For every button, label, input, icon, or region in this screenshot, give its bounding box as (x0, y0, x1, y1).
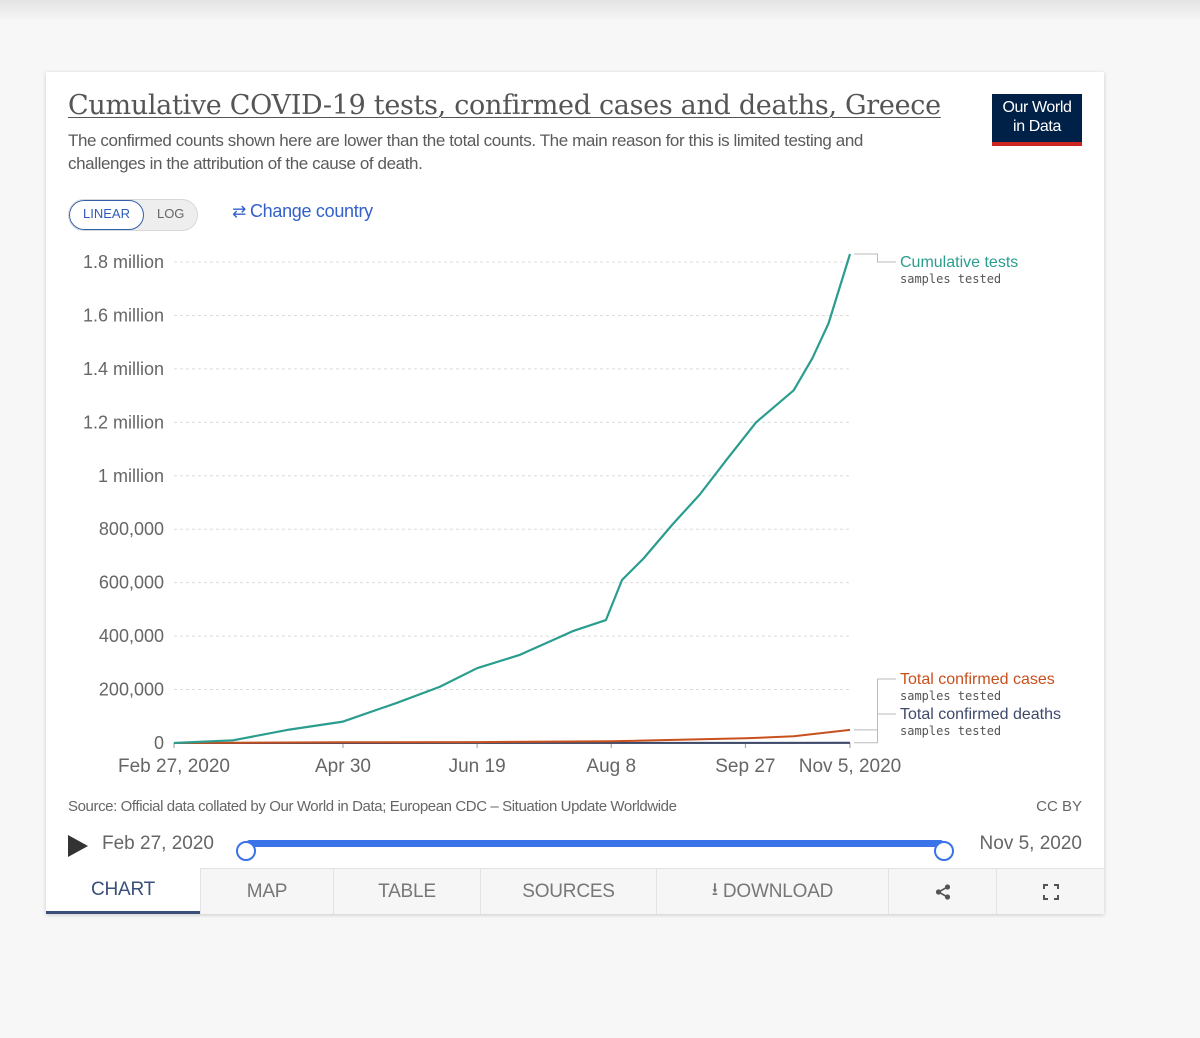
y-tick-label: 1.8 million (83, 252, 164, 272)
timeline-track[interactable] (236, 840, 954, 861)
change-country-link[interactable]: ⇄ Change country (232, 201, 373, 222)
x-tick-label: Nov 5, 2020 (799, 756, 901, 777)
chart-title: Cumulative COVID-19 tests, confirmed cas… (68, 90, 941, 121)
chart-subtitle: The confirmed counts shown here are lowe… (68, 131, 863, 173)
timeline-end-handle[interactable] (934, 841, 954, 861)
share-icon (935, 883, 950, 900)
logo-line-1: Our World (1002, 99, 1072, 116)
tab-chart-label: CHART (90, 878, 156, 900)
x-tick-label: Feb 27, 2020 (118, 756, 230, 777)
log-scale-button[interactable]: LOG (156, 206, 185, 221)
tab-chart[interactable]: CHART (46, 868, 200, 914)
tab-download-label: DOWNLOAD (722, 880, 834, 902)
x-tick-label: Aug 8 (586, 756, 636, 777)
legend-label: Cumulative tests (900, 254, 1018, 271)
linear-scale-button[interactable]: LINEAR (69, 200, 144, 230)
play-icon[interactable] (68, 835, 88, 857)
line-chart: 0 200,000 400,000 600,000 800,000 1 million 1.… (83, 252, 1061, 777)
tab-sources[interactable]: SOURCES (480, 868, 656, 914)
y-tick-label: 1.6 million (83, 305, 164, 325)
y-tick-label: 600,000 (99, 573, 164, 593)
y-tick-label: 0 (154, 733, 164, 753)
tab-share[interactable] (888, 868, 996, 914)
logo-line-2: in Data (1013, 118, 1061, 135)
series-line-1[interactable] (173, 728, 851, 744)
legend-sublabel: samples tested (900, 689, 1001, 703)
tab-map-label: MAP (246, 880, 288, 902)
tab-table[interactable]: TABLE (333, 868, 480, 914)
x-tick-label: Apr 30 (315, 756, 371, 777)
x-tick-label: Sep 27 (715, 756, 775, 777)
y-tick-label: 800,000 (99, 519, 164, 539)
legend-label: Total confirmed deaths (900, 706, 1061, 723)
tab-download[interactable]: ⭳ DOWNLOAD (656, 868, 888, 914)
change-country-label: Change country (249, 201, 373, 221)
tab-table-label: TABLE (378, 880, 436, 902)
swap-arrows-icon: ⇄ (232, 202, 246, 221)
chart-card: Cumulative COVID-19 tests, confirmed cas… (46, 72, 1104, 914)
timeline: Feb 27, 2020 Nov 5, 2020 (68, 830, 1082, 861)
legend-connector (854, 253, 896, 263)
legend-sublabel: samples tested (900, 272, 1001, 286)
tab-map[interactable]: MAP (200, 868, 333, 914)
y-tick-label: 200,000 (99, 680, 164, 700)
license-link[interactable]: CC BY (1036, 798, 1082, 815)
owid-logo[interactable]: Our World in Data (992, 94, 1082, 146)
tab-fullscreen[interactable] (996, 868, 1104, 914)
y-tick-label: 1 million (98, 466, 164, 486)
fullscreen-icon (1042, 883, 1059, 900)
y-tick-label: 1.2 million (83, 412, 164, 432)
x-tick-label: Jun 19 (449, 756, 506, 777)
source-note: Source: Official data collated by Our Wo… (68, 798, 677, 815)
legend-connector (854, 678, 896, 731)
y-tick-label: 400,000 (99, 626, 164, 646)
legend-label: Total confirmed cases (900, 671, 1055, 688)
scale-toggle: LINEAR LOG (68, 199, 199, 231)
legend-sublabel: samples tested (900, 724, 1001, 738)
timeline-start-handle[interactable] (236, 841, 256, 861)
top-shadow (0, 0, 1200, 22)
download-icon: ⭳ (711, 878, 718, 899)
series-line-0[interactable] (173, 253, 852, 745)
timeline-end-label: Nov 5, 2020 (979, 833, 1082, 854)
timeline-start-label: Feb 27, 2020 (102, 833, 214, 854)
tab-sources-label: SOURCES (522, 880, 615, 902)
tab-bar: CHART MAP TABLE SOURCES ⭳ DOWNLOAD (46, 868, 1104, 914)
legend-connector (854, 713, 896, 744)
y-tick-label: 1.4 million (83, 359, 164, 379)
